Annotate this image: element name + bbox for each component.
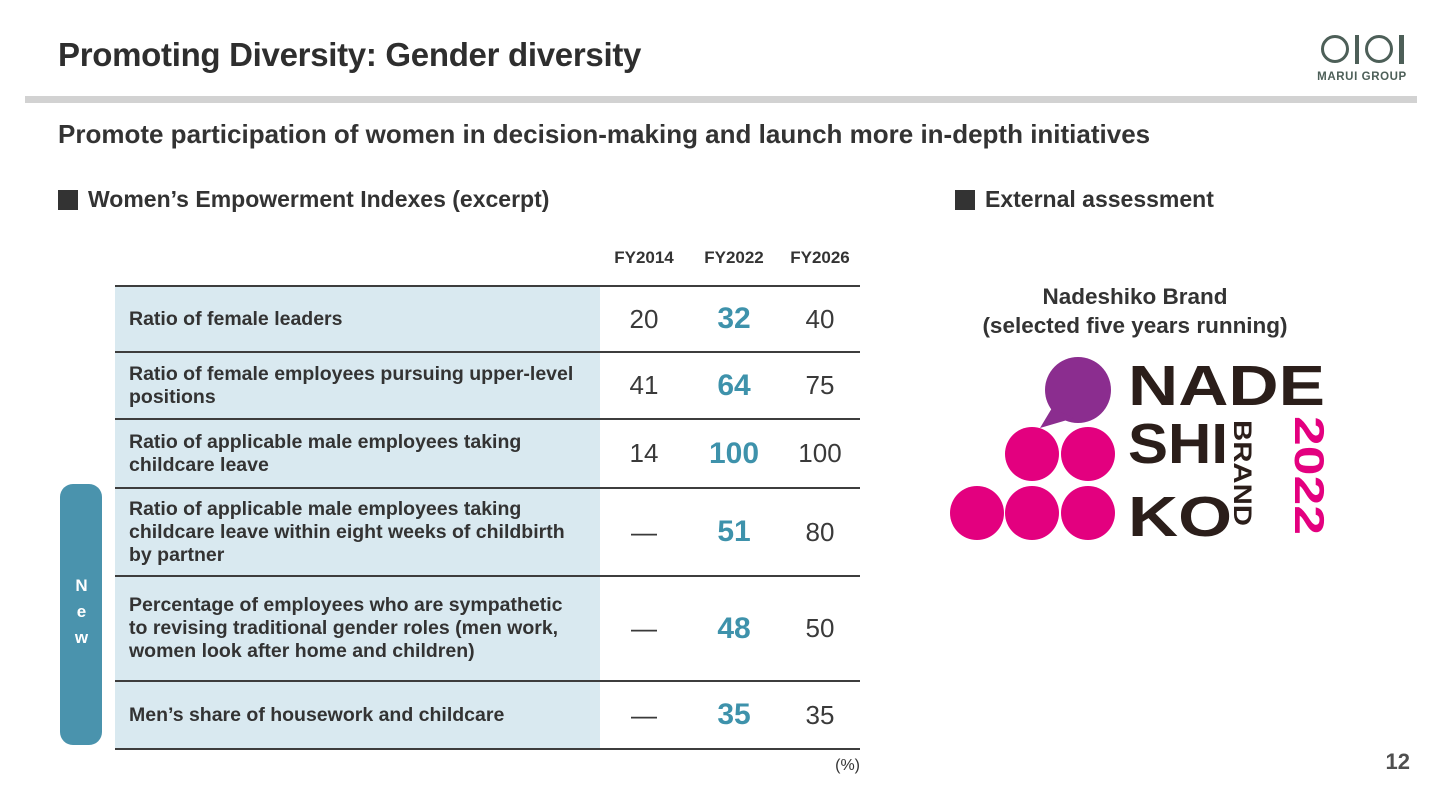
value-fy2022: 64 — [717, 368, 751, 402]
value-fy2014: 41 — [629, 370, 659, 400]
value-fy2022: 35 — [717, 698, 751, 731]
row-label: Ratio of female employees pursuing upper… — [115, 353, 600, 418]
square-bullet-icon — [58, 189, 78, 210]
pink-dot-icon — [1061, 486, 1115, 540]
speech-bubble-tail-icon — [1040, 408, 1074, 428]
column-header-fy2014: FY2014 — [614, 248, 674, 267]
value-fy2026: 100 — [798, 438, 842, 468]
new-badge: New — [60, 484, 102, 745]
table-row: Ratio of female leaders 20 32 40 — [115, 285, 860, 351]
row-label: Percentage of employees who are sympathe… — [115, 577, 600, 680]
value-fy2022: 48 — [717, 611, 751, 645]
title-divider — [25, 96, 1417, 103]
marui-bar-icon — [1354, 34, 1359, 64]
speech-bubble-icon — [1045, 357, 1111, 423]
unit-note: (%) — [835, 757, 860, 774]
womens-empowerment-table: Ratio of female leaders 20 32 40 Ratio o… — [115, 285, 860, 750]
section-heading-indexes: Women’s Empowerment Indexes (excerpt) — [58, 186, 549, 213]
nadeshiko-year: 2022 — [1286, 416, 1333, 535]
nadeshiko-caption-line1: Nadeshiko Brand — [1042, 284, 1228, 309]
value-fy2026: 40 — [805, 303, 835, 334]
pink-dot-icon — [950, 486, 1004, 540]
table-row: Ratio of applicable male employees takin… — [115, 418, 860, 487]
value-fy2026: 50 — [805, 613, 835, 643]
nadeshiko-logo-icon: NADE SHI KO BRAND 2022 — [950, 354, 1333, 549]
row-label: Men’s share of housework and childcare — [115, 682, 600, 748]
value-fy2014: 20 — [629, 303, 659, 334]
table-column-headers: FY2014 FY2022 FY2026 — [600, 248, 860, 268]
nadeshiko-word-brand: BRAND — [1228, 420, 1256, 526]
marui-group-logo: MARUI GROUP — [1306, 34, 1418, 83]
section-heading-external: External assessment — [955, 186, 1214, 213]
section-heading-label: Women’s Empowerment Indexes (excerpt) — [88, 186, 550, 212]
value-fy2022: 32 — [717, 302, 751, 335]
value-fy2026: 75 — [805, 370, 835, 400]
value-fy2022: 51 — [717, 515, 751, 548]
nadeshiko-caption-line2: (selected five years running) — [982, 312, 1288, 338]
column-header-fy2026: FY2026 — [790, 248, 850, 267]
section-heading-label: External assessment — [985, 186, 1214, 212]
marui-brand-name: MARUI GROUP — [1317, 71, 1407, 83]
nadeshiko-caption: Nadeshiko Brand (selected five years run… — [945, 283, 1325, 340]
value-fy2014: — — [631, 613, 657, 643]
table-row: Ratio of applicable male employees takin… — [115, 487, 860, 575]
table-row: Percentage of employees who are sympathe… — [115, 575, 860, 680]
square-bullet-icon — [955, 189, 975, 210]
value-fy2014: 14 — [629, 438, 659, 468]
marui-oioi-icon — [1306, 34, 1418, 64]
value-fy2022: 100 — [708, 436, 760, 470]
nadeshiko-brand-logo: NADE SHI KO BRAND 2022 — [940, 350, 1340, 555]
value-fy2014: — — [631, 516, 657, 547]
nadeshiko-word-shi: SHI — [1128, 412, 1228, 476]
column-header-fy2022: FY2022 — [704, 248, 764, 267]
marui-circle-icon — [1365, 35, 1393, 63]
pink-dot-icon — [1005, 427, 1059, 481]
pink-dot-icon — [1061, 427, 1115, 481]
table-row: Ratio of female employees pursuing upper… — [115, 351, 860, 418]
slide-subtitle: Promote participation of women in decisi… — [58, 119, 1151, 149]
value-fy2026: 80 — [805, 516, 835, 547]
row-label: Ratio of applicable male employees takin… — [115, 489, 600, 575]
row-label: Ratio of female leaders — [115, 287, 600, 351]
nadeshiko-word-nade: NADE — [1128, 354, 1325, 418]
marui-bar-icon — [1399, 34, 1404, 64]
table-row: Men’s share of housework and childcare —… — [115, 680, 860, 748]
nadeshiko-word-ko: KO — [1128, 485, 1232, 549]
value-fy2014: — — [631, 699, 657, 730]
row-label: Ratio of applicable male employees takin… — [115, 420, 600, 487]
page-title: Promoting Diversity: Gender diversity — [58, 36, 642, 73]
marui-circle-icon — [1320, 35, 1349, 63]
pink-dot-icon — [1005, 486, 1059, 540]
page-number: 12 — [1385, 749, 1410, 774]
value-fy2026: 35 — [805, 699, 835, 730]
